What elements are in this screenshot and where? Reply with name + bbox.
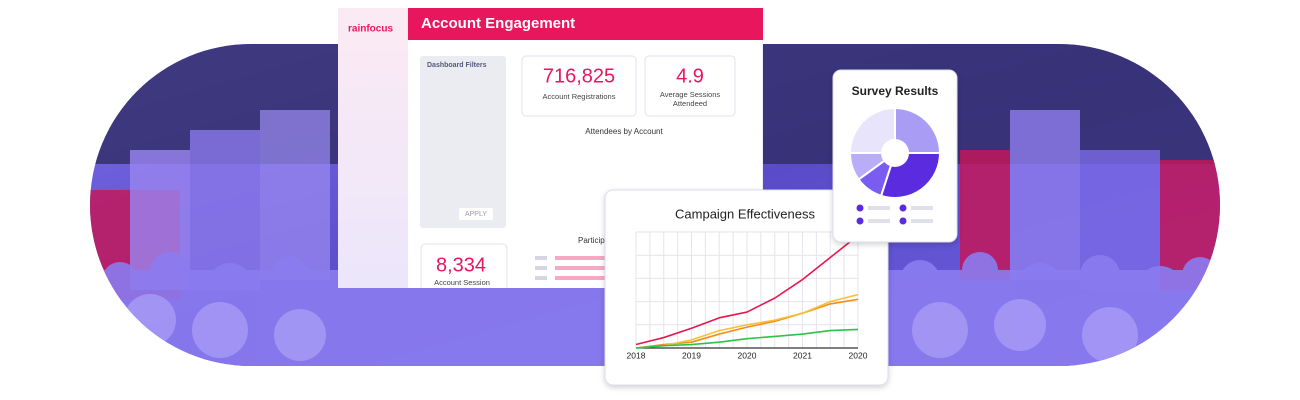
kpi-card — [420, 243, 508, 288]
filters-title: Dashboard Filters — [427, 62, 487, 69]
kpi-label-box: Average Sessions Attendeed — [659, 90, 721, 108]
series-line — [635, 328, 859, 349]
survey-pie — [848, 106, 942, 199]
logo: rainfocus — [348, 24, 393, 35]
chart-title: Campaign Effectiveness — [675, 206, 815, 221]
kpi-value: 716,825 — [543, 65, 615, 87]
x-tick-label: 2020 — [738, 350, 757, 360]
kpi-label: Account Registrations — [543, 92, 616, 101]
series-line — [635, 293, 859, 349]
sidebar — [338, 8, 408, 288]
x-tick-label: 2019 — [682, 350, 701, 360]
x-tick-label: 2018 — [627, 350, 646, 360]
building — [190, 130, 260, 290]
x-tick-label: 2021 — [793, 350, 812, 360]
pie-hole — [881, 139, 909, 167]
survey-title: Survey Results — [852, 84, 939, 98]
campaign-chart: 2018 2019 2020 2021 2020 — [627, 231, 868, 360]
x-tick-label: 2020 — [849, 350, 868, 360]
kpi-card — [644, 55, 736, 117]
pie-slice — [848, 106, 896, 154]
kpi-label: Average Sessions Attendeed — [659, 90, 721, 108]
series-line — [635, 234, 859, 346]
kpi-value: 8,334 — [436, 254, 486, 276]
chart-title: Particip — [578, 236, 605, 245]
filters-panel — [420, 56, 506, 228]
apply-button[interactable] — [459, 208, 493, 220]
apply-label[interactable]: APPLY — [465, 211, 487, 218]
chart-title: Attendees by Account — [585, 127, 663, 136]
building — [260, 110, 330, 280]
pie-slice — [894, 106, 942, 154]
crowd — [124, 294, 1138, 363]
header-bar — [408, 8, 763, 40]
kpi-label: Account Session — [434, 278, 490, 287]
kpi-card — [521, 55, 637, 117]
building — [1010, 110, 1080, 280]
survey-legend — [856, 204, 933, 225]
participation-bars — [535, 256, 615, 280]
kpi-value: 4.9 — [676, 65, 704, 87]
header-title: Account Engagement — [421, 15, 575, 32]
